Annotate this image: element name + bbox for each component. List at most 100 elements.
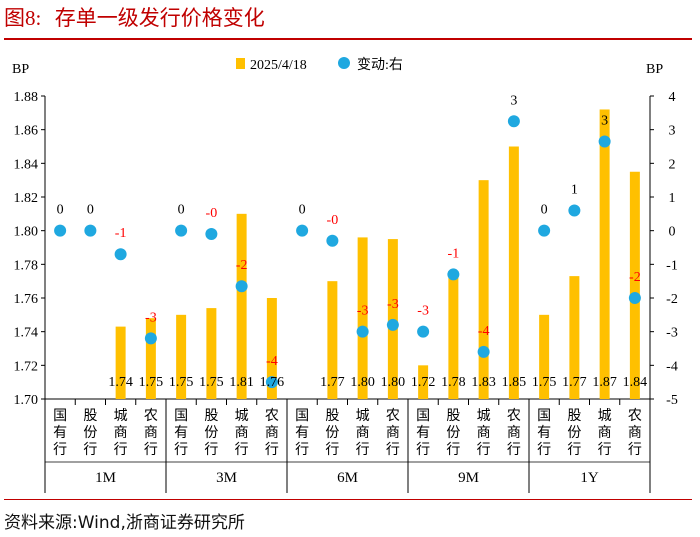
bar <box>236 213 247 399</box>
left-axis-title: BP <box>12 62 29 77</box>
change-dot <box>144 332 157 345</box>
bar <box>266 298 277 399</box>
change-dot <box>628 292 641 304</box>
data-labels: 1.74 1.75 1.75 1.75 1.81 1.76 1.77 1.80 1.80 1.72… <box>57 93 648 390</box>
term-label: 6M <box>337 470 358 486</box>
bar <box>478 180 489 399</box>
left-tick-label: 1.78 <box>14 258 39 273</box>
left-tick-label: 1.86 <box>14 124 39 139</box>
change-value-label: -1 <box>448 246 460 261</box>
legend-dot-swatch <box>338 57 350 69</box>
bank-type-label: 股份行 <box>567 409 581 458</box>
bank-type-label: 国有行 <box>295 409 309 458</box>
left-tick-label: 1.70 <box>14 393 39 408</box>
bank-type-label: 股份行 <box>204 409 218 458</box>
change-dot <box>417 325 430 338</box>
bank-type-label: 股份行 <box>325 409 339 458</box>
bar <box>629 171 640 399</box>
change-value-label: 0 <box>57 203 64 218</box>
left-tick-label: 1.88 <box>14 90 39 105</box>
change-value-label: -2 <box>236 258 248 273</box>
change-value-label: -3 <box>145 310 157 325</box>
change-value-label: 0 <box>87 203 94 218</box>
right-tick-label: 2 <box>669 157 676 172</box>
bar <box>176 314 187 399</box>
bank-type-label: 农商行 <box>386 408 400 458</box>
bar-value-label: 1.83 <box>471 375 496 390</box>
change-value-label: -3 <box>417 304 429 319</box>
left-tick-label: 1.82 <box>14 191 39 206</box>
bar-value-label: 1.75 <box>532 375 557 390</box>
bar-value-label: 1.77 <box>320 375 345 390</box>
figure-title: 图8: 存单一级发行价格变化 <box>4 2 265 32</box>
bank-type-label: 城商行 <box>598 408 612 458</box>
bar <box>418 365 429 399</box>
figure-title-text: 存单一级发行价格变化 <box>54 6 265 30</box>
figure-label: 图8: <box>4 6 42 30</box>
bank-type-label: 城商行 <box>477 408 491 458</box>
change-series <box>54 115 641 389</box>
right-tick-label: 4 <box>669 90 676 105</box>
bar <box>357 237 368 399</box>
bar-value-label: 1.72 <box>411 375 436 390</box>
change-dot <box>447 268 460 281</box>
bar-value-label: 1.81 <box>229 375 254 390</box>
right-tick-label: -3 <box>666 326 678 341</box>
change-dot <box>54 224 67 237</box>
bank-type-label: 城商行 <box>235 408 249 458</box>
chart-axes: 1.70 1.72 1.74 1.76 1.78 1.80 1.82 1.84 1.86 1.88… <box>12 62 678 408</box>
bar <box>599 109 610 399</box>
bank-type-label: 农商行 <box>628 408 642 458</box>
bank-type-label: 国有行 <box>174 409 188 458</box>
bank-type-label: 国有行 <box>53 409 67 458</box>
left-tick-label: 1.76 <box>14 292 39 307</box>
change-dot <box>175 224 188 237</box>
change-dot <box>296 224 309 237</box>
right-tick-label: -1 <box>666 258 678 273</box>
term-label: 9M <box>458 470 479 486</box>
change-value-label: -1 <box>115 226 127 241</box>
bar-value-label: 1.75 <box>169 375 194 390</box>
bank-type-label: 股份行 <box>446 409 460 458</box>
bar-value-label: 1.76 <box>260 375 285 390</box>
change-value-label: -3 <box>357 304 369 319</box>
change-dot <box>538 224 551 237</box>
bank-type-label: 股份行 <box>83 409 97 458</box>
left-tick-label: 1.84 <box>14 157 39 172</box>
left-tick-label: 1.72 <box>14 359 39 374</box>
category-labels: 国有行 股份行 城商行 农商行 国有行 股份行 城商行 农商行 国有行 股份行 城商行 农商行 国有行 股… <box>44 399 651 493</box>
change-dot <box>235 280 248 293</box>
title-rule <box>4 38 692 40</box>
change-value-label: -0 <box>206 206 218 221</box>
right-tick-label: -2 <box>666 292 678 307</box>
right-tick-label: 1 <box>669 191 676 206</box>
change-value-label: 1 <box>571 182 578 197</box>
change-dot <box>356 325 369 338</box>
right-tick-label: 3 <box>669 124 676 139</box>
bar-value-label: 1.75 <box>199 375 224 390</box>
right-tick-label: -5 <box>666 393 678 408</box>
change-value-label: 3 <box>601 113 608 128</box>
change-value-label: -2 <box>629 270 641 285</box>
right-tick-label: -4 <box>666 359 678 374</box>
change-value-label: 0 <box>178 203 185 218</box>
right-axis-title: BP <box>646 62 663 77</box>
change-value-label: 0 <box>299 203 306 218</box>
legend-dot-label: 变动:右 <box>357 57 403 73</box>
change-dot <box>84 224 97 237</box>
change-value-label: 0 <box>541 203 548 218</box>
change-dot <box>598 135 611 148</box>
bar-value-label: 1.74 <box>108 375 133 390</box>
bar-value-label: 1.84 <box>623 375 648 390</box>
left-tick-label: 1.74 <box>14 326 39 341</box>
bank-type-label: 农商行 <box>144 408 158 458</box>
left-tick-label: 1.80 <box>14 225 39 240</box>
bar <box>569 276 580 399</box>
change-value-label: -4 <box>478 324 490 339</box>
bank-type-label: 国有行 <box>537 409 551 458</box>
change-value-label: -3 <box>387 297 399 312</box>
change-dot <box>507 115 520 128</box>
bar <box>115 326 126 399</box>
legend: 2025/4/18 变动:右 <box>236 57 403 73</box>
